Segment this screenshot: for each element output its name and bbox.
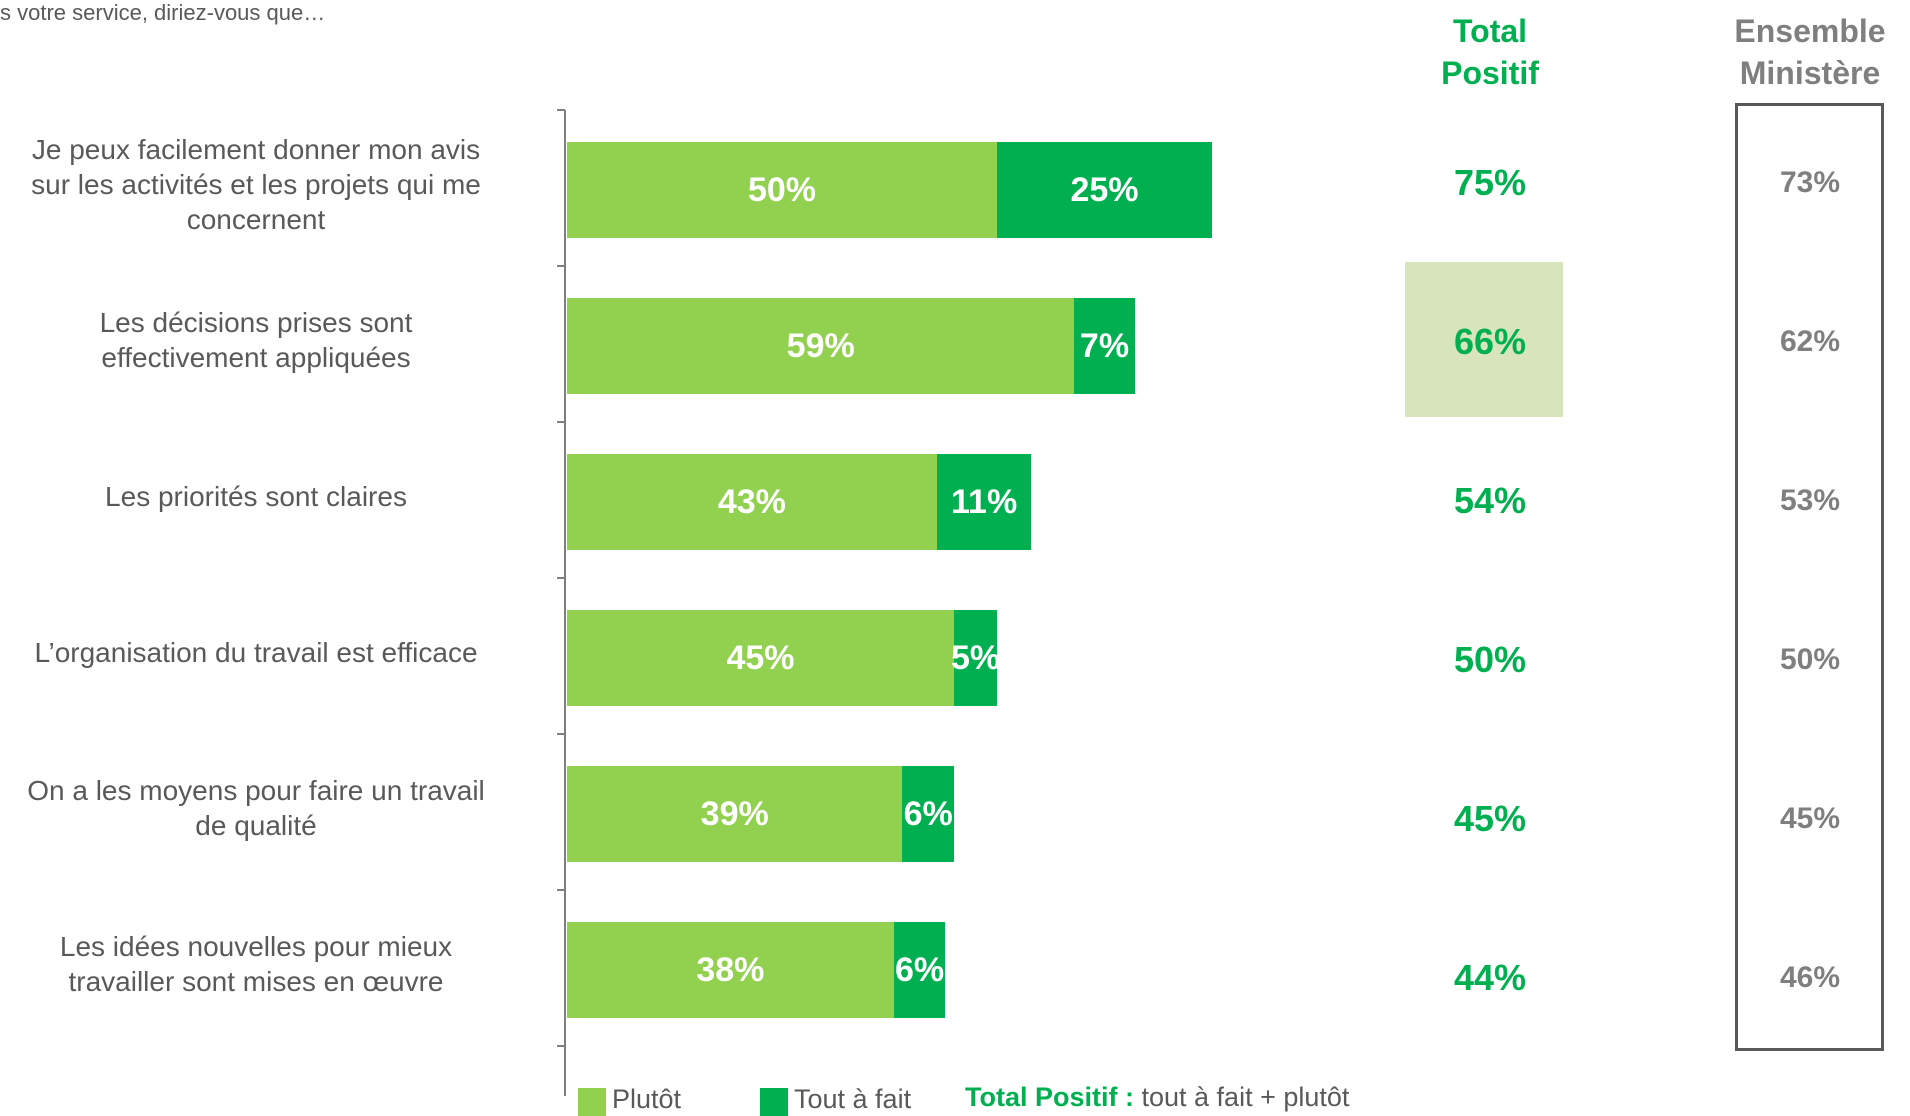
ensemble-ministere-value: 53% bbox=[1779, 484, 1841, 517]
category-label-line: Les décisions prises sont bbox=[99, 307, 413, 338]
category-label-line: de qualité bbox=[195, 810, 317, 841]
bar-tout-a-fait: 25% bbox=[997, 142, 1212, 238]
bar-plutot: 59% bbox=[567, 298, 1075, 394]
total-positif-value: 50% bbox=[1453, 639, 1527, 680]
category-label: Les idées nouvelles pour mieux travailler… bbox=[0, 929, 536, 999]
category-label-line: L’organisation du travail est efficace bbox=[34, 636, 478, 668]
legend-note-text: tout à fait + plutôt bbox=[1134, 1082, 1350, 1112]
bar-label-plutot: 50% bbox=[747, 170, 817, 209]
ensemble-ministere-header: Ensemble Ministère bbox=[1700, 10, 1910, 94]
bar-tout-a-fait: 5% bbox=[950, 610, 1001, 706]
category-label-line: concernent bbox=[186, 203, 326, 235]
bar-tout-a-fait: 7% bbox=[1074, 298, 1135, 394]
legend-swatch-plutot bbox=[578, 1088, 606, 1116]
category-label: Je peux facilement donner mon avis sur le… bbox=[0, 132, 536, 237]
ensemble-ministere-value: 62% bbox=[1779, 325, 1841, 358]
legend-note: Total Positif : tout à fait + plutôt bbox=[965, 1082, 1349, 1113]
category-label: Les priorités sont claires bbox=[0, 479, 536, 514]
category-label-line: Les priorités sont claires bbox=[105, 480, 407, 512]
bar-label-tout-a-fait: 6% bbox=[903, 794, 953, 833]
total-positif-header-line1: Total bbox=[1452, 13, 1528, 49]
bar-label-tout-a-fait: 25% bbox=[1070, 170, 1139, 209]
total-positif-value: 44% bbox=[1453, 957, 1527, 998]
bar-tout-a-fait: 6% bbox=[902, 766, 954, 862]
category-label-line: On a les moyens pour faire un travail bbox=[27, 775, 485, 806]
total-positif-value: 45% bbox=[1453, 798, 1527, 839]
ensemble-ministere-box bbox=[1735, 103, 1884, 1051]
ensemble-ministere-value: 46% bbox=[1779, 961, 1841, 994]
ensemble-ministere-value: 45% bbox=[1779, 802, 1841, 835]
bar-label-tout-a-fait: 5% bbox=[950, 638, 1001, 677]
bar-plutot: 45% bbox=[567, 610, 954, 706]
ensemble-ministere-value: 50% bbox=[1779, 643, 1841, 676]
category-label: On a les moyens pour faire un travail de … bbox=[0, 773, 536, 843]
category-label-line: sur les activités et les projets qui me bbox=[31, 168, 481, 200]
category-label-line: Je peux facilement donner mon avis bbox=[31, 133, 481, 165]
ensemble-header-line1: Ensemble bbox=[1734, 13, 1886, 49]
bar-label-plutot: 59% bbox=[786, 326, 855, 365]
bar-label-plutot: 39% bbox=[700, 794, 769, 833]
total-positif-highlight bbox=[1405, 262, 1563, 417]
ensemble-ministere-value: 73% bbox=[1779, 166, 1841, 199]
total-positif-value: 66% bbox=[1453, 321, 1527, 362]
category-label: L’organisation du travail est efficace bbox=[0, 635, 536, 670]
ensemble-header-line2: Ministère bbox=[1739, 55, 1881, 91]
total-positif-header: Total Positif bbox=[1400, 10, 1580, 94]
bar-plutot: 50% bbox=[567, 142, 997, 238]
bar-label-plutot: 38% bbox=[696, 950, 765, 989]
category-label-line: Les idées nouvelles pour mieux bbox=[59, 931, 453, 962]
bar-label-tout-a-fait: 6% bbox=[895, 950, 945, 989]
legend-label-tout-a-fait: Tout à fait bbox=[794, 1084, 912, 1114]
category-label-line: effectivement appliquées bbox=[101, 342, 411, 373]
bar-label-tout-a-fait: 11% bbox=[951, 482, 1018, 521]
bar-tout-a-fait: 11% bbox=[936, 454, 1032, 550]
legend-note-bold: Total Positif : bbox=[965, 1082, 1134, 1112]
legend-swatch-tout-a-fait bbox=[760, 1088, 788, 1116]
legend-label-plutot: Plutôt bbox=[612, 1084, 682, 1114]
total-positif-value: 54% bbox=[1453, 480, 1527, 521]
bar-tout-a-fait: 6% bbox=[893, 922, 946, 1018]
bar-plutot: 38% bbox=[567, 922, 894, 1018]
total-positif-header-line2: Positif bbox=[1441, 55, 1539, 91]
question-text: s votre service, diriez-vous que… bbox=[0, 0, 326, 25]
category-label: Les décisions prises sont effectivement a… bbox=[0, 305, 536, 375]
bar-label-plutot: 43% bbox=[717, 482, 786, 521]
bar-plutot: 43% bbox=[567, 454, 937, 550]
bar-label-plutot: 45% bbox=[726, 638, 795, 677]
bar-plutot: 39% bbox=[567, 766, 903, 862]
bar-label-tout-a-fait: 7% bbox=[1079, 326, 1130, 365]
total-positif-value: 75% bbox=[1453, 162, 1527, 203]
category-label-line: travailler sont mises en œuvre bbox=[68, 966, 444, 997]
